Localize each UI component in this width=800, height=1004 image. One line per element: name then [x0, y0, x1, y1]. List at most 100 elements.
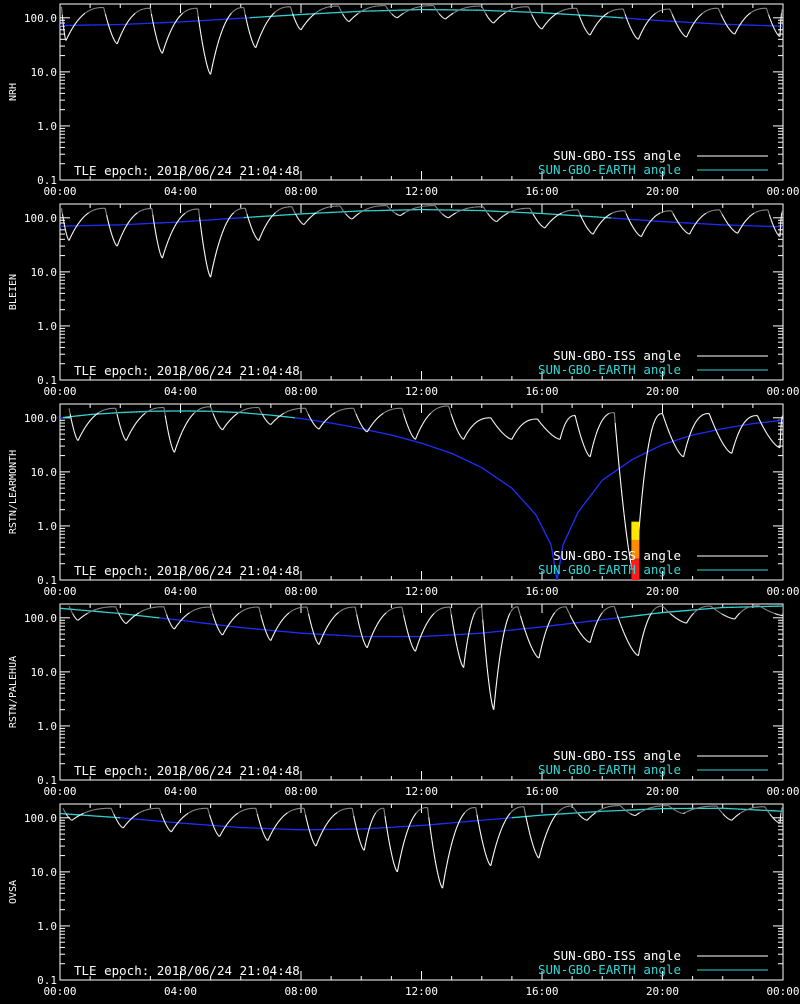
iss-angle-segment — [356, 610, 357, 612]
iss-angle-segment — [246, 210, 247, 212]
iss-angle-segment — [369, 427, 370, 429]
earth-angle-segment — [422, 443, 425, 444]
iss-angle-segment — [643, 630, 644, 633]
iss-angle-segment — [209, 71, 210, 72]
iss-angle-segment — [727, 223, 728, 224]
iss-angle-segment — [292, 208, 293, 209]
iss-angle-segment — [567, 420, 568, 421]
iss-angle-segment — [174, 224, 176, 227]
iss-angle-segment — [203, 45, 204, 48]
iss-angle-segment — [364, 643, 365, 644]
iss-angle-segment — [355, 413, 356, 414]
iss-angle-segment — [170, 233, 172, 236]
iss-angle-segment — [408, 210, 409, 211]
iss-angle-segment — [287, 411, 288, 412]
iss-angle-segment — [603, 418, 604, 419]
iss-angle-segment — [623, 9, 624, 11]
iss-angle-segment — [500, 430, 501, 431]
iss-angle-segment — [482, 7, 483, 8]
iss-angle-segment — [777, 34, 778, 35]
iss-angle-segment — [467, 637, 468, 641]
iss-angle-segment — [702, 415, 703, 416]
iss-angle-segment — [409, 428, 410, 429]
iss-angle-segment — [418, 639, 419, 643]
y-axis-label: RSTN/LEARMONTH — [8, 450, 19, 534]
iss-angle-segment — [235, 210, 236, 211]
iss-angle-segment — [215, 620, 216, 621]
iss-angle-segment — [774, 227, 775, 228]
iss-angle-segment — [336, 614, 338, 615]
iss-angle-segment — [697, 610, 698, 611]
iss-angle-segment — [214, 258, 215, 264]
iss-angle-segment — [716, 610, 717, 611]
iss-angle-segment — [358, 213, 359, 214]
iss-angle-segment — [344, 212, 345, 213]
iss-angle-segment — [218, 628, 219, 629]
iss-angle-segment — [722, 443, 723, 445]
iss-angle-segment — [322, 209, 324, 210]
iss-angle-segment — [459, 656, 460, 658]
iss-angle-segment — [179, 621, 181, 623]
iss-angle-segment — [438, 12, 439, 13]
iss-angle-segment — [769, 436, 770, 437]
iss-angle-segment — [745, 609, 746, 610]
iss-angle-segment — [489, 215, 490, 216]
iss-angle-segment — [142, 415, 144, 416]
iss-angle-segment — [578, 13, 579, 15]
iss-angle-segment — [364, 641, 365, 642]
x-tick-label: 16:00 — [525, 185, 558, 198]
iss-angle-segment — [250, 225, 251, 227]
iss-angle-segment — [482, 607, 483, 613]
iss-angle-segment — [747, 419, 748, 420]
iss-angle-segment — [604, 416, 605, 417]
iss-angle-segment — [202, 237, 203, 241]
iss-angle-segment — [768, 12, 769, 14]
iss-angle-segment — [114, 240, 115, 241]
iss-angle-segment — [638, 651, 639, 656]
iss-angle-segment — [576, 627, 577, 629]
iss-angle-segment — [164, 45, 165, 49]
iss-angle-segment — [598, 224, 599, 226]
iss-angle-segment — [635, 36, 636, 37]
iss-angle-segment — [221, 634, 222, 635]
iss-angle-segment — [388, 9, 389, 10]
iss-angle-segment — [514, 434, 515, 436]
iss-angle-segment — [323, 8, 325, 9]
iss-angle-segment — [736, 616, 737, 617]
iss-angle-segment — [531, 12, 532, 13]
iss-angle-segment — [653, 14, 654, 15]
iss-angle-segment — [734, 443, 735, 446]
iss-angle-segment — [617, 443, 618, 453]
earth-angle-segment — [638, 455, 641, 456]
iss-angle-segment — [250, 35, 251, 37]
iss-angle-segment — [748, 14, 749, 15]
x-tick-label: 12:00 — [405, 385, 438, 398]
iss-angle-segment — [406, 627, 407, 629]
iss-angle-segment — [730, 227, 731, 228]
iss-angle-segment — [736, 437, 737, 440]
earth-angle-segment — [572, 519, 575, 526]
iss-angle-segment — [227, 422, 229, 424]
iss-angle-segment — [457, 649, 458, 652]
iss-angle-segment — [668, 611, 669, 612]
iss-angle-segment — [764, 429, 765, 431]
iss-angle-segment — [75, 21, 77, 23]
iss-angle-segment — [495, 20, 496, 22]
iss-angle-segment — [614, 413, 615, 423]
earth-angle-segment — [437, 448, 440, 449]
iss-angle-segment — [311, 419, 312, 420]
y-axis-label: RSTN/PALEHUA — [8, 656, 19, 728]
iss-angle-segment — [549, 18, 550, 19]
iss-angle-segment — [492, 218, 493, 219]
iss-angle-segment — [775, 445, 776, 446]
iss-angle-segment — [528, 7, 529, 8]
iss-angle-segment — [177, 439, 179, 443]
iss-angle-segment — [559, 608, 560, 609]
iss-angle-segment — [732, 450, 733, 454]
iss-angle-segment — [184, 11, 185, 12]
iss-angle-segment — [366, 647, 367, 648]
iss-angle-segment — [539, 27, 540, 28]
iss-angle-segment — [368, 208, 369, 209]
iss-angle-segment — [486, 15, 487, 16]
iss-angle-segment — [691, 229, 692, 231]
